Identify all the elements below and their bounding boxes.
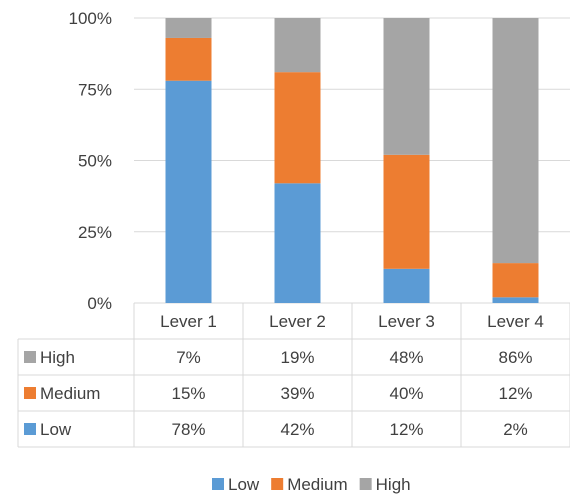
- bar-low: [492, 297, 539, 303]
- table-series-name: Low: [40, 420, 72, 439]
- legend-key: [212, 478, 224, 490]
- category-label: Lever 1: [160, 312, 217, 331]
- data-label: 2%: [503, 420, 528, 439]
- category-label: Lever 2: [269, 312, 326, 331]
- bar-high: [274, 18, 321, 73]
- category-label: Lever 3: [378, 312, 435, 331]
- bar-low: [165, 80, 212, 303]
- table-series-name: High: [40, 348, 75, 367]
- data-label: 42%: [280, 420, 314, 439]
- data-label: 19%: [280, 348, 314, 367]
- data-table: Lever 1 Lever 2 Lever 3 Lever 4 High 7% 19% 48%…: [17, 303, 570, 448]
- y-tick-label: 50%: [78, 152, 112, 171]
- legend-label: Medium: [287, 475, 347, 494]
- data-label: 48%: [389, 348, 423, 367]
- bar-medium: [492, 263, 539, 298]
- data-label: 39%: [280, 384, 314, 403]
- bars: [165, 18, 539, 303]
- legend-key: [359, 478, 372, 490]
- y-tick-label: 0%: [87, 294, 112, 313]
- category-label: Lever 4: [487, 312, 544, 331]
- bar-medium: [383, 154, 430, 269]
- data-label: 78%: [171, 420, 205, 439]
- legend-label: Low: [228, 475, 260, 494]
- bar-high: [383, 18, 430, 155]
- data-label: 7%: [176, 348, 201, 367]
- legend: Low Medium High: [212, 475, 411, 494]
- y-tick-label: 100%: [69, 9, 112, 28]
- table-series-name: Medium: [40, 384, 100, 403]
- data-label: 40%: [389, 384, 423, 403]
- data-label: 12%: [498, 384, 532, 403]
- data-label: 15%: [171, 384, 205, 403]
- bar-high: [165, 18, 212, 38]
- table-legend-key: [24, 351, 36, 363]
- y-axis-ticks: 0% 25% 50% 75% 100%: [69, 9, 112, 313]
- legend-key: [271, 478, 284, 490]
- table-legend-key: [24, 423, 36, 435]
- y-tick-label: 75%: [78, 80, 112, 99]
- bar-medium: [274, 72, 321, 184]
- legend-label: High: [376, 475, 411, 494]
- data-label: 12%: [389, 420, 423, 439]
- bar-high: [492, 18, 539, 264]
- y-tick-label: 25%: [78, 223, 112, 242]
- data-label: 86%: [498, 348, 532, 367]
- bar-low: [274, 183, 321, 303]
- bar-low: [383, 268, 430, 303]
- bar-medium: [165, 37, 212, 81]
- table-legend-key: [24, 387, 36, 399]
